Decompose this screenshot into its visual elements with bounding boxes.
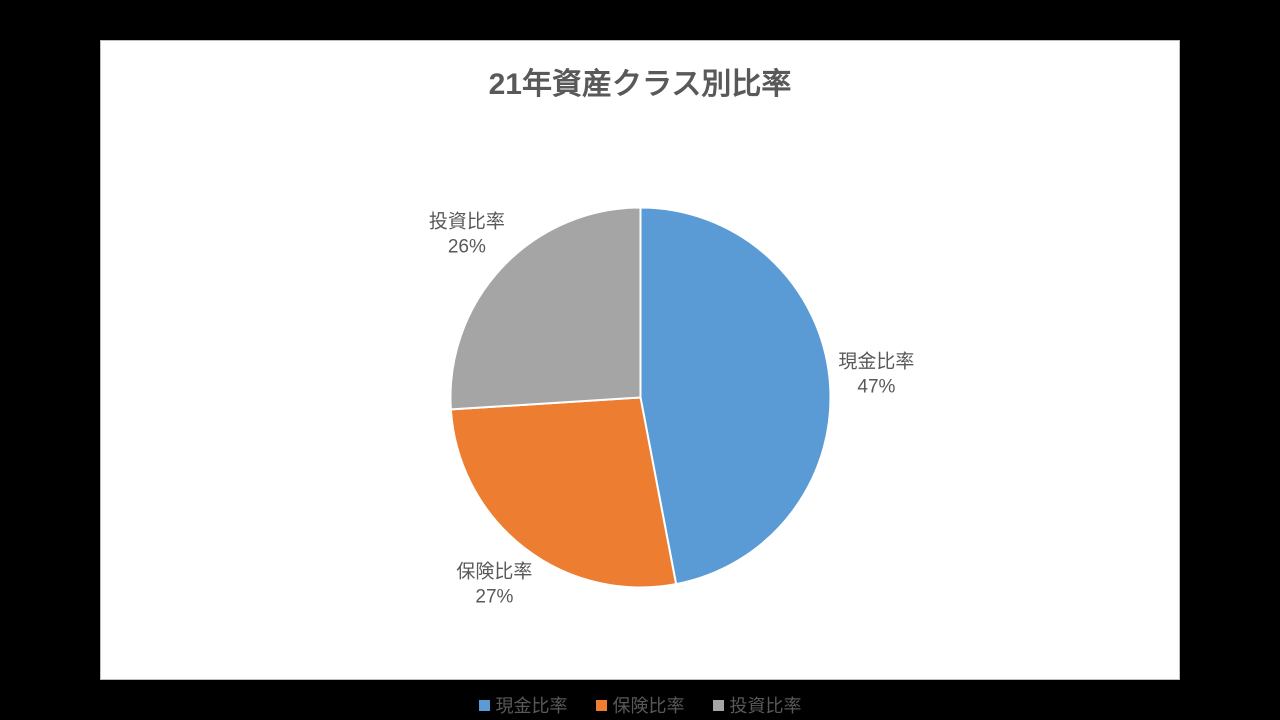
- slice-label-value: 47%: [838, 375, 914, 400]
- slice-label: 投資比率26%: [429, 210, 505, 259]
- legend-item: 現金比率: [479, 692, 568, 718]
- chart-container: 21年資産クラス別比率 現金比率47% 保険比率27% 投資比率26% 現金比率保険…: [100, 40, 1180, 680]
- slice-label: 保険比率27%: [456, 560, 532, 609]
- pie-area: 現金比率47% 保険比率27% 投資比率26%: [346, 103, 935, 692]
- legend-label: 投資比率: [730, 692, 802, 718]
- slice-label-name: 投資比率: [429, 210, 505, 235]
- pie-slice: [450, 398, 675, 588]
- legend-item: 保険比率: [596, 692, 685, 718]
- pie-slice: [640, 208, 830, 585]
- slice-label-value: 27%: [456, 585, 532, 610]
- slice-label-name: 保険比率: [456, 560, 532, 585]
- legend-swatch: [713, 700, 724, 711]
- legend-swatch: [479, 700, 490, 711]
- legend-label: 保険比率: [613, 692, 685, 718]
- legend-item: 投資比率: [713, 692, 802, 718]
- legend-swatch: [596, 700, 607, 711]
- slice-label: 現金比率47%: [838, 350, 914, 399]
- slice-label-value: 26%: [429, 235, 505, 260]
- legend: 現金比率 保険比率 投資比率: [101, 692, 1179, 718]
- legend-label: 現金比率: [496, 692, 568, 718]
- slice-label-name: 現金比率: [838, 350, 914, 375]
- chart-title: 21年資産クラス別比率: [101, 59, 1179, 103]
